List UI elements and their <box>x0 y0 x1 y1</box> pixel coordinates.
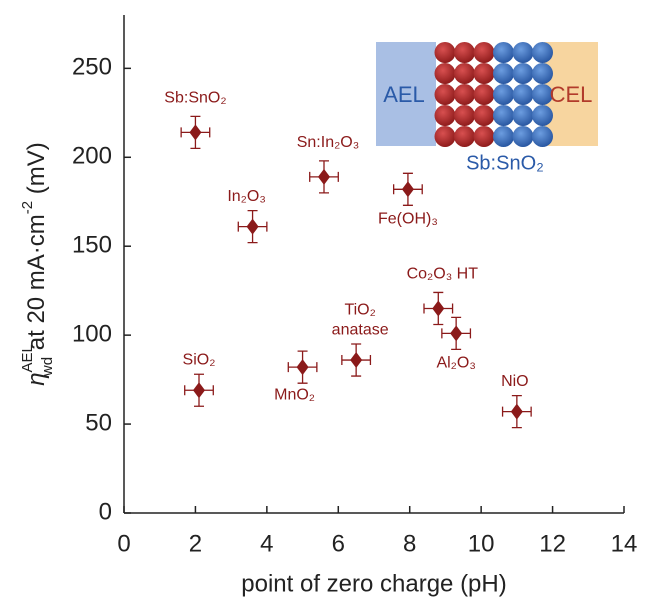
sphere <box>454 105 475 126</box>
spheres <box>434 42 553 147</box>
y-tick-label: 250 <box>72 54 112 81</box>
sphere <box>532 126 553 147</box>
y-label-unit: (mV) <box>23 142 50 201</box>
point-label: Sb:SnO₂ <box>164 90 226 107</box>
point-label: anatase <box>332 321 389 338</box>
x-tick-label: 8 <box>403 530 416 557</box>
sphere <box>493 84 514 105</box>
inset-right-label: CEL <box>550 82 593 107</box>
y-label-exponent: -2 <box>19 201 36 214</box>
y-label-symbol: η <box>23 372 50 385</box>
sphere <box>512 126 534 147</box>
inset-left-label: AEL <box>383 82 425 107</box>
x-tick-label: 10 <box>468 530 495 557</box>
point <box>510 403 523 420</box>
sphere <box>532 84 553 105</box>
sphere <box>434 105 456 126</box>
point <box>350 352 363 369</box>
point <box>296 359 309 376</box>
point-label: SiO₂ <box>183 351 216 368</box>
sphere <box>512 84 534 105</box>
point <box>432 300 445 317</box>
point <box>318 168 330 185</box>
point-label: In₂O₃ <box>227 188 266 205</box>
sphere <box>512 42 534 63</box>
sphere <box>512 63 534 84</box>
y-tick-label: 50 <box>85 409 112 436</box>
x-tick-label: 14 <box>611 530 638 557</box>
sphere <box>434 84 456 105</box>
point-label: TiO₂ <box>344 301 375 318</box>
sphere <box>512 105 534 126</box>
inset-diagram: AEL CEL Sb:SnO₂ <box>376 42 598 174</box>
point-label: MnO₂ <box>274 386 315 403</box>
y-label-subscript: wd <box>39 357 56 377</box>
sphere <box>454 63 475 84</box>
point-label: Sn:In₂O₃ <box>297 134 360 151</box>
y-label-superscript: AEL <box>19 344 36 372</box>
point <box>193 382 205 399</box>
sphere <box>473 42 495 63</box>
sphere <box>473 105 495 126</box>
sphere <box>454 126 475 147</box>
sphere <box>434 126 456 147</box>
sphere <box>532 42 553 63</box>
x-tick-label: 12 <box>539 530 566 557</box>
point-label: Al₂O₃ <box>436 355 475 372</box>
y-axis-label: ηAEL wd at 20 mA·cm-2 (mV) <box>19 142 56 386</box>
point <box>401 181 414 198</box>
x-axis-label: point of zero charge (pH) <box>241 570 506 597</box>
sphere <box>532 63 553 84</box>
x-tick-label: 6 <box>332 530 345 557</box>
point <box>189 124 202 141</box>
sphere <box>532 105 553 126</box>
y-label-text: at 20 mA·cm <box>23 214 50 357</box>
point-label: NiO <box>501 373 529 390</box>
point <box>246 218 259 235</box>
sphere <box>493 105 514 126</box>
sphere <box>493 42 514 63</box>
sphere <box>473 63 495 84</box>
x-tick-label: 4 <box>260 530 273 557</box>
y-tick-label: 0 <box>99 498 112 525</box>
sphere <box>454 42 475 63</box>
sphere <box>454 84 475 105</box>
y-tick-label: 100 <box>72 320 112 347</box>
ael-region <box>376 42 436 146</box>
sphere <box>493 63 514 84</box>
y-tick-label: 150 <box>72 232 112 259</box>
y-tick-label: 200 <box>72 143 112 170</box>
sphere <box>473 126 495 147</box>
sphere <box>493 126 514 147</box>
point <box>450 325 463 342</box>
sphere <box>434 63 456 84</box>
inset-bottom-label: Sb:SnO₂ <box>466 152 544 174</box>
sphere <box>434 42 456 63</box>
point-label: Fe(OH)₃ <box>378 211 438 228</box>
point-label: Co₂O₃ HT <box>407 266 479 283</box>
sphere <box>473 84 495 105</box>
x-tick-label: 2 <box>189 530 202 557</box>
x-tick-label: 0 <box>117 530 130 557</box>
cel-region <box>544 42 598 146</box>
